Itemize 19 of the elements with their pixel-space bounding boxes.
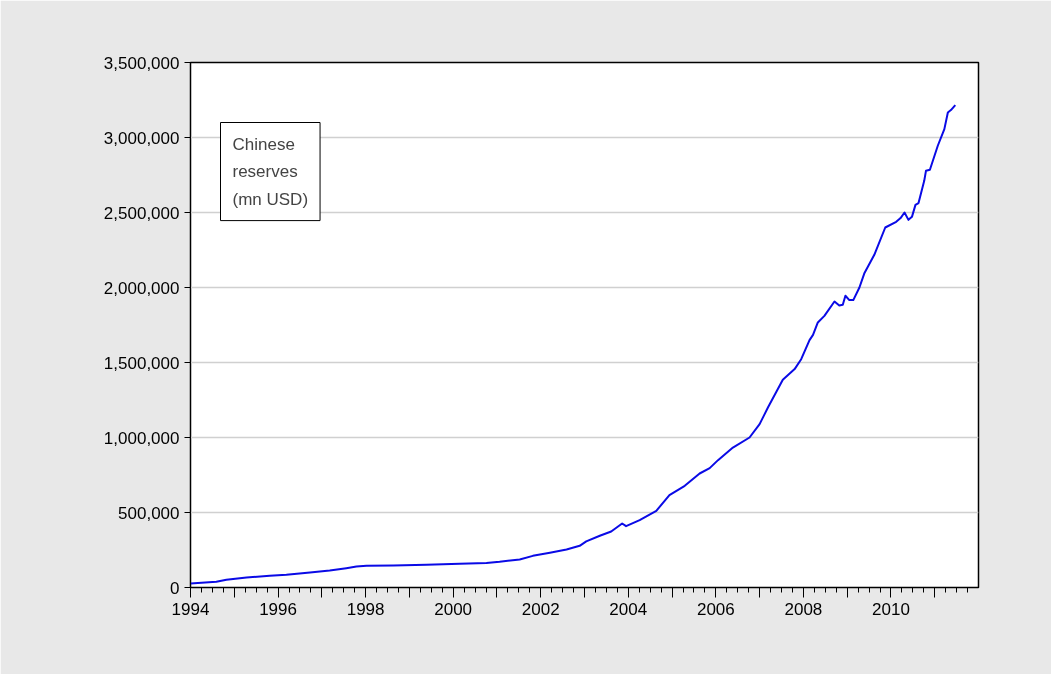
y-tick-label: 1,000,000 xyxy=(103,428,180,448)
x-tick-label: 1994 xyxy=(171,599,210,619)
y-tick-label: 3,500,000 xyxy=(103,53,180,73)
x-tick-label: 2000 xyxy=(434,599,473,619)
annotation: Chinese reserves (mn USD) xyxy=(232,134,309,209)
x-tick-label: 2002 xyxy=(521,599,560,619)
y-tick-label: 0 xyxy=(170,578,180,598)
y-tick-label: 500,000 xyxy=(118,503,180,523)
y-tick-label: 1,500,000 xyxy=(103,353,180,373)
y-tick-label: 2,000,000 xyxy=(103,278,180,298)
line-series xyxy=(190,104,957,585)
x-tick-label: 2004 xyxy=(609,599,648,619)
x-tick-label: 1998 xyxy=(346,599,385,619)
y-tick-label: 3,000,000 xyxy=(103,128,180,148)
x-tick-label: 2008 xyxy=(784,599,823,619)
x-tick-label: 2006 xyxy=(696,599,735,619)
x-tick-label: 2010 xyxy=(872,599,910,619)
y-tick-label: 2,500,000 xyxy=(103,203,180,223)
x-tick-label: 1996 xyxy=(259,599,297,619)
